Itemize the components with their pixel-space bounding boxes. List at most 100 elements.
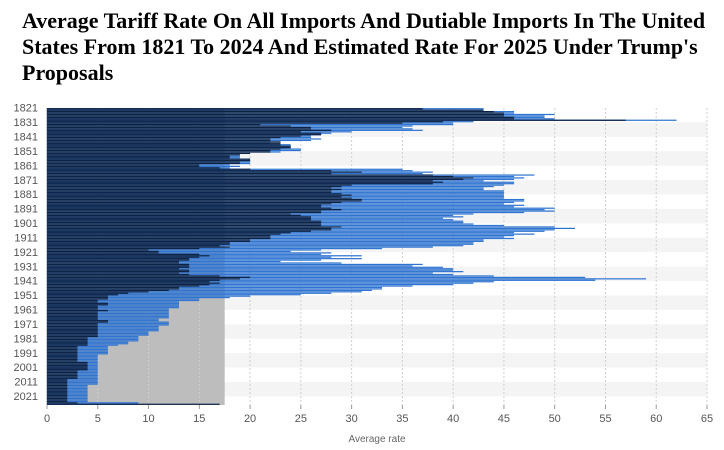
bar-all-imports xyxy=(47,351,78,353)
bar-dutiable xyxy=(47,330,159,332)
bar-all-imports xyxy=(47,276,251,279)
y-tick-label: 1881 xyxy=(14,189,38,201)
bar-all-imports xyxy=(47,148,281,150)
bar-all-imports xyxy=(47,155,230,157)
bar-all-imports xyxy=(47,357,78,359)
bar-all-imports xyxy=(47,196,342,198)
bar-dutiable xyxy=(47,322,169,325)
x-tick-label: 0 xyxy=(44,413,50,425)
bar-all-imports xyxy=(47,384,68,387)
y-tick-label: 1861 xyxy=(14,160,38,172)
x-tick-label: 45 xyxy=(498,413,510,425)
bar-all-imports xyxy=(47,191,332,193)
bar-all-imports xyxy=(47,217,311,219)
bar-all-imports xyxy=(47,229,332,231)
bar-all-imports xyxy=(47,325,98,328)
bar-all-imports xyxy=(47,353,78,355)
bar-dutiable xyxy=(47,305,179,307)
bar-all-imports xyxy=(47,194,352,196)
bar-dutiable xyxy=(47,269,454,271)
y-tick-label: 1931 xyxy=(14,261,38,273)
bar-dutiable xyxy=(47,265,413,267)
bar-all-imports xyxy=(47,204,322,206)
bar-all-imports xyxy=(47,305,98,307)
bar-all-imports xyxy=(47,125,291,127)
bar-all-imports xyxy=(47,289,169,291)
bar-dutiable xyxy=(47,250,291,253)
bar-dutiable xyxy=(47,247,383,250)
bar-all-imports xyxy=(47,299,98,302)
bar-all-imports xyxy=(47,239,251,241)
bar-all-imports xyxy=(47,160,251,162)
bar-dutiable xyxy=(47,302,179,304)
bar-all-imports xyxy=(47,279,220,281)
bar-all-imports xyxy=(47,366,88,368)
bar-all-imports xyxy=(47,170,332,172)
bar-dutiable xyxy=(47,338,139,341)
bar-all-imports xyxy=(47,128,311,130)
bar-all-imports xyxy=(47,386,68,388)
bar-all-imports xyxy=(47,135,301,137)
bar-all-imports xyxy=(47,333,98,335)
y-tick-label: 1841 xyxy=(14,132,38,144)
bar-all-imports xyxy=(47,312,98,315)
bar-all-imports xyxy=(47,227,332,229)
y-tick-label: 1871 xyxy=(14,175,38,187)
bar-all-imports xyxy=(47,317,98,319)
y-tick-label: 1831 xyxy=(14,117,38,129)
y-tick-label: 1961 xyxy=(14,305,38,317)
bar-dutiable xyxy=(47,282,474,284)
y-tick-label: 1821 xyxy=(14,103,38,115)
bar-all-imports xyxy=(47,249,149,251)
bar-dutiable xyxy=(47,304,179,306)
x-tick-label: 15 xyxy=(193,413,205,425)
bar-dutiable xyxy=(47,263,423,266)
bar-all-imports xyxy=(47,136,281,139)
bar-all-imports xyxy=(47,216,311,218)
bar-dutiable xyxy=(47,276,586,279)
bar-all-imports xyxy=(47,377,78,379)
bar-dutiable xyxy=(47,298,200,300)
bar-dutiable xyxy=(47,237,515,240)
bar-all-imports xyxy=(47,301,98,303)
bar-dutiable xyxy=(47,380,98,382)
bar-all-imports xyxy=(47,110,494,113)
bar-all-imports xyxy=(47,162,240,165)
y-tick-label: 1991 xyxy=(14,348,38,360)
bar-all-imports xyxy=(47,395,68,397)
bar-dutiable xyxy=(47,314,169,316)
x-tick-label: 50 xyxy=(549,413,561,425)
bar-dutiable xyxy=(47,268,454,270)
bar-all-imports xyxy=(47,308,98,310)
bar-all-imports xyxy=(47,263,190,266)
bar-dutiable xyxy=(47,236,504,238)
bar-dutiable xyxy=(47,272,433,274)
bar-all-imports xyxy=(47,139,271,142)
bar-all-imports xyxy=(47,347,78,349)
bar-all-imports xyxy=(47,272,179,274)
bar-dutiable xyxy=(47,275,494,277)
bar-all-imports xyxy=(47,174,433,176)
bar-all-imports xyxy=(47,116,515,118)
bar-dutiable xyxy=(47,317,169,319)
bar-dutiable xyxy=(47,327,159,329)
bar-all-imports xyxy=(47,171,362,173)
bar-all-imports xyxy=(47,334,98,336)
bar-dutiable xyxy=(47,233,535,235)
bar-all-imports xyxy=(47,219,311,221)
bar-all-imports xyxy=(47,376,78,378)
x-tick-label: 60 xyxy=(650,413,662,425)
bar-all-imports xyxy=(47,149,271,152)
bar-all-imports xyxy=(47,268,179,270)
bar-dutiable xyxy=(47,311,169,313)
bar-all-imports xyxy=(47,379,68,381)
bar-dutiable xyxy=(47,245,464,247)
bar-dutiable xyxy=(47,337,139,339)
bar-all-imports xyxy=(47,190,332,192)
bar-all-imports xyxy=(47,382,68,384)
bar-all-imports xyxy=(47,318,98,320)
bar-all-imports xyxy=(47,240,251,242)
bar-all-imports xyxy=(47,392,68,394)
bar-all-imports xyxy=(47,203,332,205)
bar-all-imports xyxy=(47,211,322,214)
